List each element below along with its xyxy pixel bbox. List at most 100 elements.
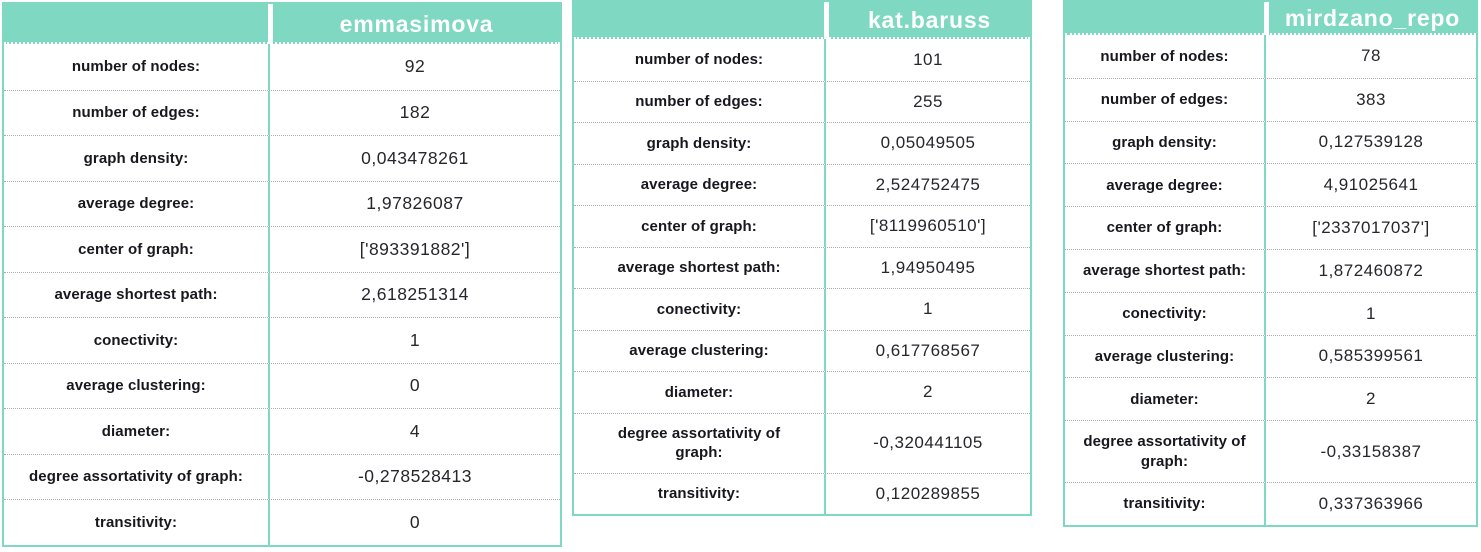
metric-value: 0,585399561: [1318, 346, 1424, 366]
metric-value: -0,33158387: [1320, 441, 1422, 461]
metric-label: center of graph:: [574, 206, 826, 247]
table-row: number of nodes: 92: [4, 44, 560, 90]
metric-label: graph density:: [1065, 121, 1266, 164]
metric-label: graph density:: [4, 136, 270, 181]
table-header-row: emmasimova: [4, 4, 560, 44]
stats-table-mirdzano-repo: mirdzano_repo number of nodes: 78 number…: [1063, 0, 1478, 527]
metric-label: number of nodes:: [574, 39, 826, 81]
table-row: average degree: 2,524752475: [574, 163, 1030, 205]
table-title: kat.baruss: [867, 7, 992, 33]
metric-value: 0: [409, 511, 421, 532]
table-title: mirdzano_repo: [1284, 5, 1461, 31]
metric-value: 4,91025641: [1323, 175, 1419, 195]
metric-label: degree assortativity of graph:: [574, 413, 826, 473]
metric-value: 1,97826087: [366, 193, 464, 214]
metric-label: average degree:: [4, 181, 270, 226]
table-body: number of nodes: 78 number of edges: 383…: [1065, 35, 1476, 525]
metric-label: number of edges:: [1065, 78, 1266, 121]
metric-value: 1: [1366, 303, 1376, 323]
metric-label: average shortest path:: [1065, 249, 1266, 292]
metric-label: degree assortativity of graph:: [1065, 421, 1266, 483]
metric-value: 0,337363966: [1318, 494, 1424, 514]
table-row: center of graph: ['893391882']: [4, 226, 560, 272]
metric-label: average shortest path:: [574, 247, 826, 288]
table-row: conectivity: 1: [4, 317, 560, 363]
table-row: average shortest path: 1,872460872: [1065, 248, 1476, 292]
header-metrics-cell: [1065, 2, 1264, 35]
metric-label: transitivity:: [1065, 483, 1266, 525]
metric-label: diameter:: [4, 409, 270, 454]
metric-value: 0,120289855: [875, 483, 981, 503]
metric-value: -0,278528413: [357, 466, 473, 487]
metric-label: transitivity:: [574, 473, 826, 514]
metric-label: number of edges:: [4, 90, 270, 135]
metric-value: 2: [923, 382, 933, 402]
table-row: transitivity: 0,120289855: [574, 472, 1030, 514]
metric-value: ['8119960510']: [869, 216, 987, 236]
metric-value: 101: [913, 49, 943, 69]
table-title: emmasimova: [339, 10, 494, 37]
metric-value: 4: [409, 420, 421, 441]
table-row: center of graph: ['2337017037']: [1065, 206, 1476, 249]
metric-label: average clustering:: [4, 363, 270, 408]
header-metrics-cell: [4, 4, 268, 44]
header-username-cell: kat.baruss: [829, 2, 1030, 39]
metric-value: ['893391882']: [359, 238, 471, 259]
table-row: number of nodes: 101: [574, 39, 1030, 81]
metric-label: degree assortativity of graph:: [4, 454, 270, 499]
header-username-cell: mirdzano_repo: [1269, 2, 1476, 35]
table-body: number of nodes: 92 number of edges: 182…: [4, 44, 560, 545]
table-row: number of nodes: 78: [1065, 35, 1476, 78]
table-row: degree assortativity of graph: -0,320441…: [574, 412, 1030, 473]
metric-label: graph density:: [574, 123, 826, 164]
metric-label: average degree:: [1065, 164, 1266, 207]
table-row: average degree: 1,97826087: [4, 180, 560, 226]
table-header-row: mirdzano_repo: [1065, 2, 1476, 35]
table-row: average degree: 4,91025641: [1065, 163, 1476, 207]
table-body: number of nodes: 101 number of edges: 25…: [574, 39, 1030, 514]
metric-value: 182: [399, 102, 431, 123]
metric-label: number of edges:: [574, 81, 826, 122]
metric-label: average degree:: [574, 164, 826, 205]
metric-value: ['2337017037']: [1312, 218, 1430, 238]
metric-value: 78: [1361, 46, 1381, 66]
table-row: diameter: 2: [1065, 377, 1476, 421]
metric-value: 92: [404, 56, 426, 77]
metric-value: 0,043478261: [361, 147, 469, 168]
metric-label: conectivity:: [574, 289, 826, 330]
metric-value: 2,618251314: [361, 284, 469, 305]
metric-value: 0,617768567: [875, 340, 981, 360]
metric-label: conectivity:: [4, 318, 270, 363]
stats-table-kat-baruss: kat.baruss number of nodes: 101 number o…: [572, 0, 1032, 516]
metric-value: 2,524752475: [875, 174, 981, 194]
table-row: transitivity: 0: [4, 499, 560, 545]
table-row: number of edges: 255: [574, 80, 1030, 122]
metric-value: -0,320441105: [873, 433, 983, 452]
table-row: number of edges: 182: [4, 89, 560, 135]
metric-label: average shortest path:: [4, 272, 270, 317]
metric-value: 383: [1356, 89, 1386, 109]
metric-value: 1,94950495: [880, 257, 976, 277]
metric-label: number of nodes:: [1065, 35, 1266, 78]
table-row: graph density: 0,043478261: [4, 135, 560, 181]
metric-value: 0,127539128: [1318, 132, 1424, 152]
table-row: diameter: 4: [4, 408, 560, 454]
table-row: graph density: 0,127539128: [1065, 120, 1476, 164]
table-row: degree assortativity of graph: -0,278528…: [4, 453, 560, 499]
metric-value: 2: [1366, 389, 1376, 409]
metric-label: diameter:: [574, 372, 826, 413]
metric-label: diameter:: [1065, 378, 1266, 421]
table-row: degree assortativity of graph: -0,331583…: [1065, 420, 1476, 483]
header-metrics-cell: [574, 2, 824, 39]
metric-label: conectivity:: [1065, 292, 1266, 335]
table-row: average shortest path: 1,94950495: [574, 246, 1030, 288]
metric-label: number of nodes:: [4, 44, 270, 90]
table-header-row: kat.baruss: [574, 2, 1030, 39]
table-row: average clustering: 0,617768567: [574, 329, 1030, 371]
table-row: graph density: 0,05049505: [574, 122, 1030, 164]
metric-value: 0,05049505: [880, 133, 976, 153]
metric-label: center of graph:: [4, 227, 270, 272]
table-row: center of graph: ['8119960510']: [574, 205, 1030, 247]
table-row: number of edges: 383: [1065, 77, 1476, 121]
metric-label: average clustering:: [574, 330, 826, 371]
